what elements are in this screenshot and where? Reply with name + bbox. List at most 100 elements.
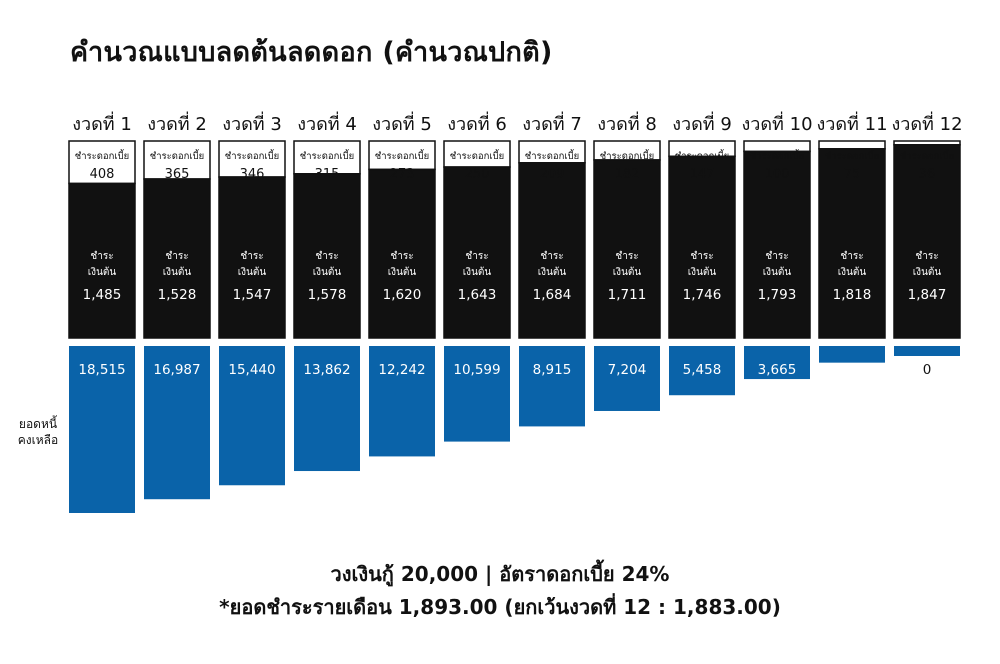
remaining-balance-bar [69,346,135,513]
remaining-balance-bar [294,346,360,472]
period-label: งวดที่ 7 [522,111,582,135]
principal-series-label-line1: ชำระ [315,251,338,262]
principal-series-label-line1: ชำระ [240,251,263,262]
interest-series-label: ชำระดอกเบี้ย [675,149,729,162]
period-label: งวดที่ 4 [297,111,357,135]
interest-series-label: ชำระดอกเบี้ย [225,149,279,162]
principal-series-label-line1: ชำระ [915,251,938,262]
principal-series-label-line1: ชำระ [90,251,113,262]
principal-series-label-line1: ชำระ [840,251,863,262]
interest-series-label: ชำระดอกเบี้ย [525,149,579,162]
period-label: งวดที่ 3 [222,111,282,135]
interest-value-label: 147 [690,167,715,182]
interest-series-label: ชำระดอกเบี้ย [825,149,879,162]
principal-bar [293,173,361,339]
principal-series-label-line2: เงินต้น [163,266,192,278]
principal-value-label: 1,528 [158,287,197,303]
period-label: งวดที่ 9 [672,111,732,135]
period-label: งวดที่ 11 [816,111,887,135]
interest-value-label: 36 [919,167,936,182]
principal-series-label-line1: ชำระ [390,251,413,262]
interest-bar [743,140,811,153]
principal-bar [668,155,736,339]
principal-value-label: 1,711 [608,287,647,303]
interest-series-label: ชำระดอกเบี้ย [600,149,654,162]
remaining-balance-bar [894,346,960,356]
interest-value-label: 365 [165,167,190,182]
interest-value-label: 182 [615,167,640,182]
remaining-balance-bar [819,346,885,363]
principal-value-label: 1,643 [458,287,497,303]
principal-series-label-line2: เงินต้น [838,266,867,278]
remaining-balance-bar [669,346,735,396]
interest-value-label: 209 [540,167,565,182]
principal-value-label: 1,485 [83,287,122,303]
footer: วงเงินกู้ 20,000 | อัตราดอกเบี้ย 24% *ยอ… [0,558,1000,624]
remaining-balance-bar [519,346,585,427]
interest-value-label: 273 [390,167,415,182]
period-label: งวดที่ 8 [597,111,657,135]
remaining-balance-bar [369,346,435,457]
principal-bar [68,182,136,339]
remaining-value-label: 10,599 [453,362,500,378]
footer-monthly-payment: *ยอดชำระรายเดือน 1,893.00 (ยกเว้นงวดที่ … [219,595,781,619]
remaining-balance-bar [444,346,510,442]
principal-series-label-line2: เงินต้น [613,266,642,278]
remaining-series-label-line2: คงเหลือ [18,433,58,447]
interest-value-label: 75 [844,167,861,182]
remaining-series-label-line1: ยอดหนี้ [19,415,58,431]
remaining-value-label: 7,204 [608,362,647,378]
principal-series-label-line2: เงินต้น [388,266,417,278]
principal-series-label-line1: ชำระ [165,251,188,262]
interest-bar [818,140,886,150]
principal-value-label: 1,793 [758,287,797,303]
principal-value-label: 1,547 [233,287,272,303]
remaining-value-label: 13,862 [303,362,350,378]
interest-value-label: 100 [765,167,790,182]
principal-series-label-line2: เงินต้น [463,266,492,278]
remaining-value-label: 3,665 [758,362,797,378]
interest-series-label: ชำระดอกเบี้ย [75,149,129,162]
principal-value-label: 1,684 [533,287,572,303]
principal-value-label: 1,818 [833,287,872,303]
principal-bar [818,148,886,339]
interest-value-label: 315 [315,167,340,182]
principal-bar [743,150,811,339]
interest-series-label: ชำระดอกเบี้ย [300,149,354,162]
principal-value-label: 1,746 [683,287,722,303]
period-label: งวดที่ 12 [891,111,962,135]
principal-series-label-line2: เงินต้น [238,266,267,278]
remaining-value-label: 1,847 [833,362,872,378]
footer-loan-summary: วงเงินกู้ 20,000 | อัตราดอกเบี้ย 24% [330,562,670,586]
principal-series-label-line1: ชำระ [690,251,713,262]
remaining-value-label: 5,458 [683,362,722,378]
remaining-value-label: 16,987 [153,362,200,378]
principal-bar [143,178,211,339]
principal-series-label-line2: เงินต้น [313,266,342,278]
period-label: งวดที่ 5 [372,111,432,135]
principal-value-label: 1,578 [308,287,347,303]
remaining-balance-bar [219,346,285,486]
interest-series-label: ชำระดอกเบี้ย [150,149,204,162]
interest-value-label: 408 [90,167,115,182]
principal-series-label-line1: ชำระ [615,251,638,262]
remaining-balance-bar [594,346,660,411]
interest-value-label: 250 [465,167,490,182]
remaining-balance-bar [744,346,810,380]
principal-bar [593,159,661,339]
principal-bar [368,168,436,339]
principal-series-label-line2: เงินต้น [688,266,717,278]
interest-bar [368,140,436,171]
principal-series-label-line1: ชำระ [465,251,488,262]
interest-value-label: 346 [240,167,265,182]
interest-series-label: ชำระดอกเบี้ย [900,149,954,162]
remaining-value-label: 12,242 [378,362,425,378]
principal-value-label: 1,847 [908,287,947,303]
interest-series-label: ชำระดอกเบี้ย [750,149,804,162]
period-label: งวดที่ 2 [147,111,207,135]
principal-series-label-line2: เงินต้น [913,266,942,278]
principal-bar [218,176,286,339]
principal-series-label-line2: เงินต้น [763,266,792,278]
remaining-value-label: 0 [923,362,932,378]
